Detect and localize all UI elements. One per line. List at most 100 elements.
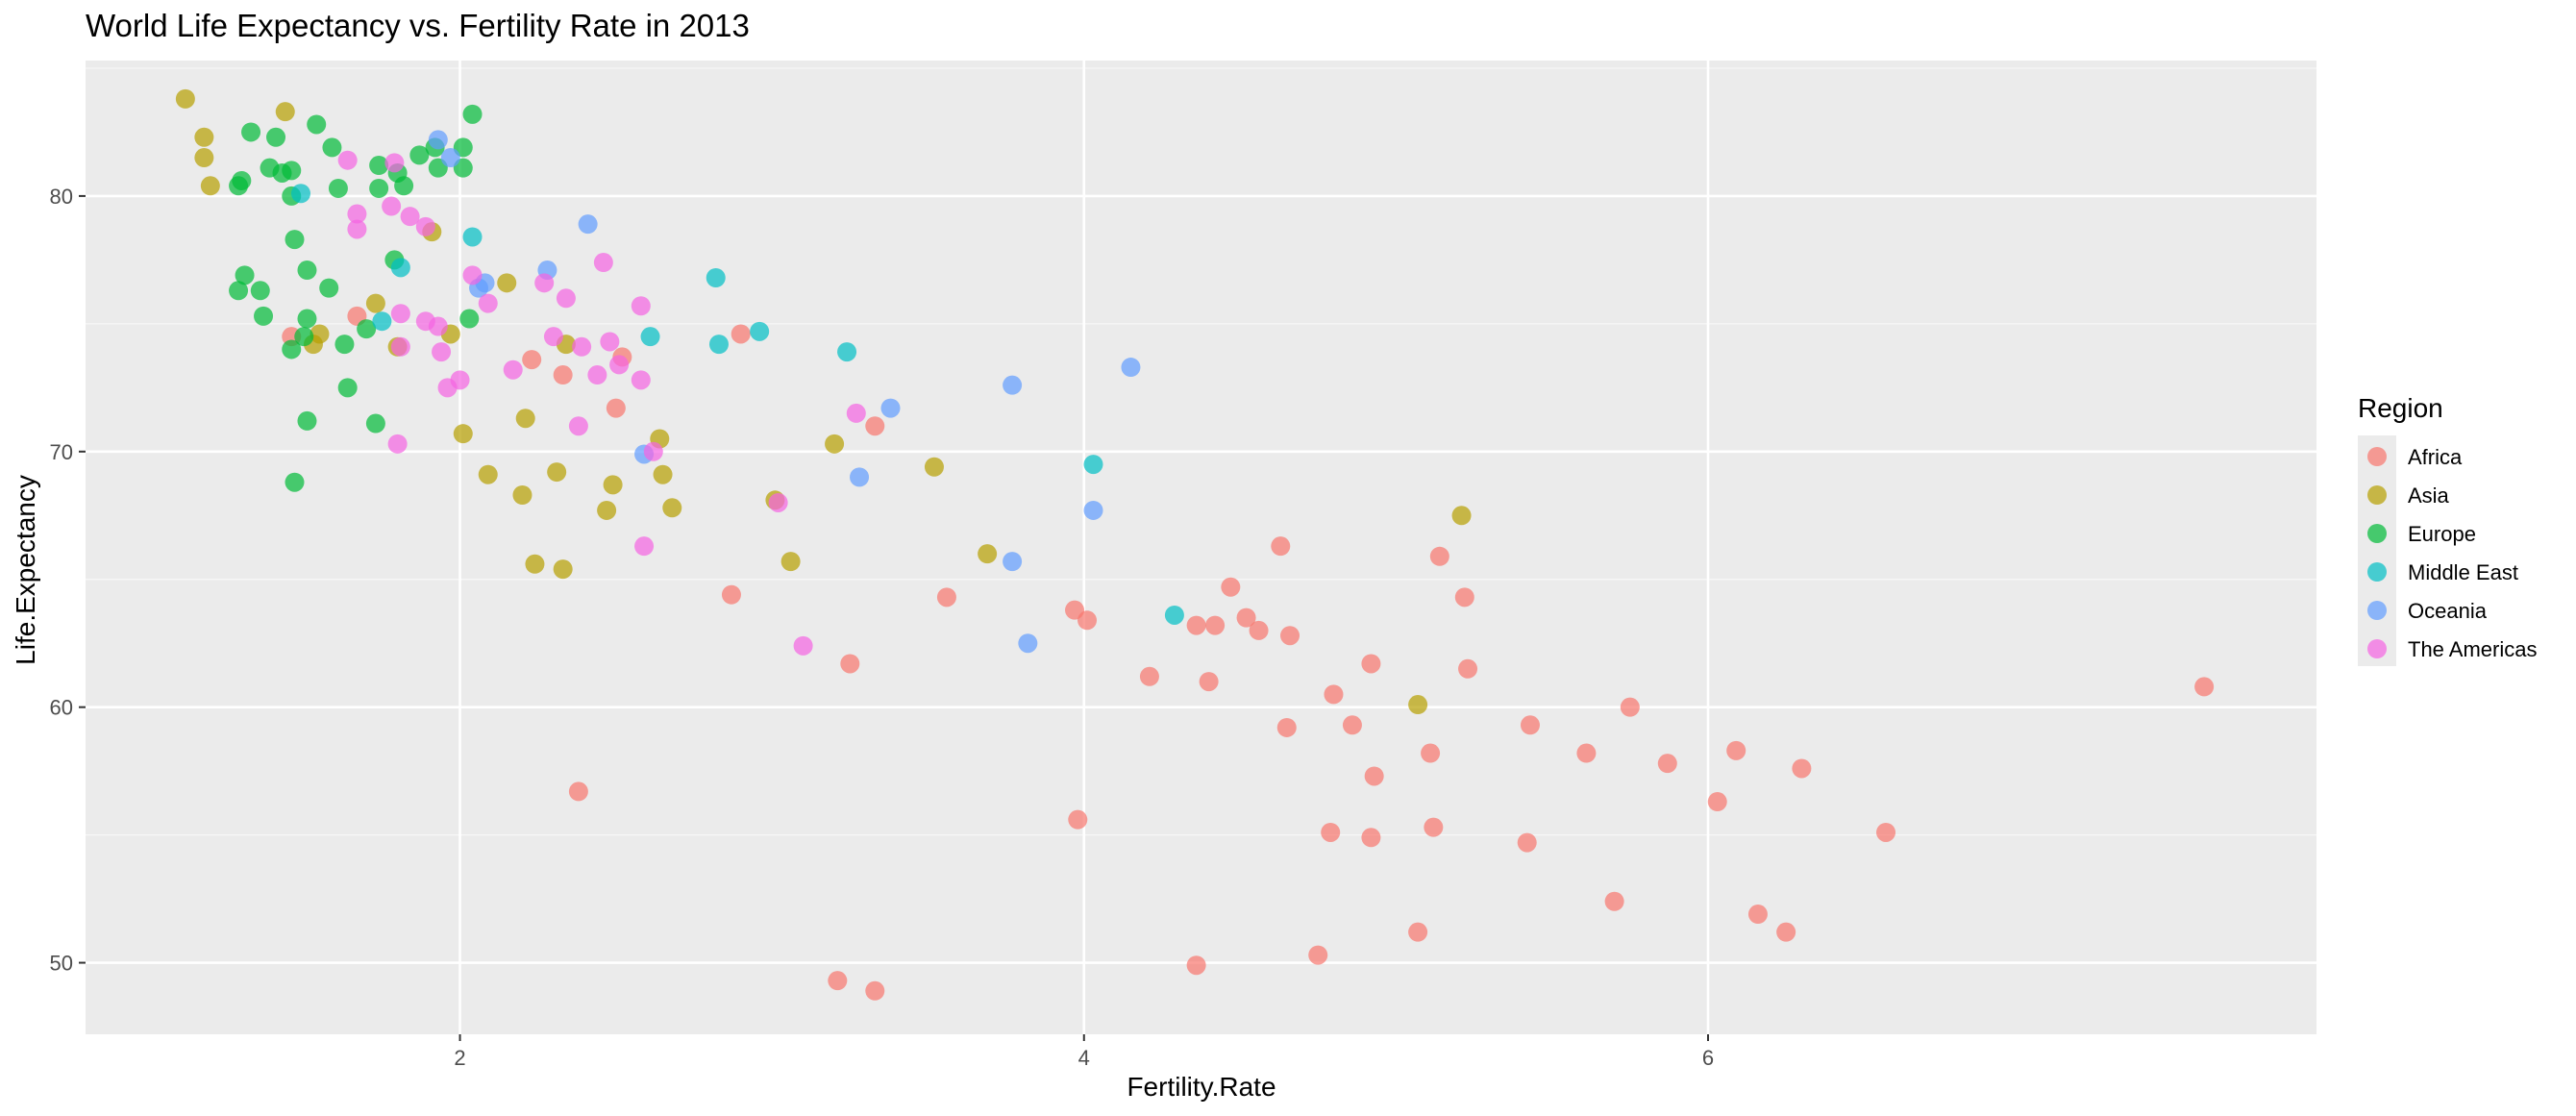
data-point-middle-east bbox=[640, 327, 660, 347]
data-point-europe bbox=[334, 335, 355, 355]
data-point-africa bbox=[1517, 832, 1537, 853]
data-point-asia bbox=[597, 500, 617, 520]
x-tick-label: 6 bbox=[1702, 1046, 1714, 1070]
x-tick-label: 2 bbox=[454, 1046, 465, 1070]
data-point-africa bbox=[1276, 717, 1297, 737]
data-point-oceania bbox=[578, 214, 598, 235]
legend-label-the-americas: The Americas bbox=[2408, 637, 2538, 661]
data-point-europe bbox=[307, 114, 327, 135]
data-point-africa bbox=[1342, 715, 1362, 735]
data-point-asia bbox=[653, 464, 673, 484]
data-point-the-americas bbox=[600, 332, 620, 352]
data-point-africa bbox=[1077, 610, 1098, 631]
data-point-the-americas bbox=[631, 296, 651, 316]
data-point-africa bbox=[1361, 654, 1381, 674]
data-point-africa bbox=[1236, 608, 1256, 628]
legend-label-africa: Africa bbox=[2408, 445, 2463, 469]
data-point-africa bbox=[1364, 766, 1384, 786]
x-axis-label: Fertility.Rate bbox=[1127, 1072, 1276, 1102]
data-point-asia bbox=[525, 554, 545, 574]
data-point-europe bbox=[297, 309, 317, 329]
data-point-the-americas bbox=[572, 336, 592, 357]
data-point-africa bbox=[1576, 743, 1597, 763]
data-point-africa bbox=[1361, 828, 1381, 848]
data-point-africa bbox=[1205, 615, 1226, 635]
data-point-the-americas bbox=[631, 370, 651, 390]
data-point-the-americas bbox=[568, 416, 588, 436]
data-point-africa bbox=[2194, 677, 2215, 697]
data-point-europe bbox=[297, 410, 317, 431]
data-point-middle-east bbox=[706, 267, 726, 287]
y-tick-label: 70 bbox=[50, 440, 73, 464]
data-point-africa bbox=[1520, 715, 1540, 735]
data-point-europe bbox=[322, 137, 342, 158]
data-point-the-americas bbox=[387, 434, 408, 454]
y-tick-label: 50 bbox=[50, 952, 73, 976]
data-point-africa bbox=[1776, 922, 1796, 942]
legend-key-oceania bbox=[2367, 601, 2387, 620]
data-point-europe bbox=[365, 413, 385, 434]
data-point-africa bbox=[936, 587, 956, 608]
data-point-the-americas bbox=[793, 635, 813, 656]
data-point-africa bbox=[1321, 822, 1341, 842]
legend-key-background bbox=[2358, 435, 2396, 666]
data-point-the-americas bbox=[478, 293, 498, 313]
data-point-africa bbox=[1454, 587, 1474, 608]
data-point-the-americas bbox=[382, 196, 402, 216]
y-axis-label: Life.Expectancy bbox=[11, 475, 40, 665]
data-point-europe bbox=[285, 230, 305, 250]
data-point-the-americas bbox=[437, 378, 458, 398]
legend-key-the-americas bbox=[2367, 639, 2387, 658]
legend-label-middle-east: Middle East bbox=[2408, 560, 2518, 584]
data-point-africa bbox=[553, 365, 573, 385]
data-point-europe bbox=[297, 260, 317, 281]
data-point-africa bbox=[1139, 666, 1159, 686]
data-point-africa bbox=[1657, 754, 1677, 774]
data-point-the-americas bbox=[503, 360, 523, 380]
data-point-europe bbox=[282, 161, 302, 181]
data-point-europe bbox=[254, 306, 274, 326]
data-point-africa bbox=[865, 980, 885, 1001]
data-point-africa bbox=[828, 971, 848, 991]
data-point-the-americas bbox=[556, 288, 576, 309]
data-point-the-americas bbox=[390, 304, 410, 324]
data-point-africa bbox=[1221, 577, 1241, 597]
data-point-the-americas bbox=[432, 342, 452, 362]
data-point-asia bbox=[553, 559, 573, 580]
chart-title: World Life Expectancy vs. Fertility Rate… bbox=[86, 8, 750, 43]
data-point-oceania bbox=[1121, 358, 1141, 378]
data-point-oceania bbox=[428, 130, 448, 150]
data-point-oceania bbox=[1003, 375, 1023, 395]
data-point-oceania bbox=[1018, 633, 1038, 654]
data-point-asia bbox=[175, 88, 195, 109]
data-point-europe bbox=[229, 176, 249, 196]
data-point-the-americas bbox=[587, 365, 607, 385]
data-point-europe bbox=[285, 472, 305, 492]
data-point-asia bbox=[603, 475, 623, 495]
data-point-europe bbox=[459, 309, 480, 329]
data-point-africa bbox=[606, 398, 626, 418]
data-point-the-americas bbox=[543, 327, 563, 347]
data-point-asia bbox=[200, 176, 220, 196]
data-point-asia bbox=[924, 457, 944, 477]
data-point-the-americas bbox=[347, 219, 367, 239]
legend-key-asia bbox=[2367, 485, 2387, 505]
data-point-africa bbox=[1408, 922, 1428, 942]
data-point-africa bbox=[1620, 697, 1640, 717]
data-point-europe bbox=[229, 281, 249, 301]
data-point-the-americas bbox=[390, 336, 410, 357]
data-point-africa bbox=[1747, 905, 1768, 925]
legend-label-asia: Asia bbox=[2408, 484, 2450, 508]
data-point-asia bbox=[780, 552, 801, 572]
data-point-the-americas bbox=[609, 355, 630, 375]
data-point-middle-east bbox=[708, 335, 729, 355]
data-point-asia bbox=[365, 293, 385, 313]
data-point-europe bbox=[357, 319, 377, 339]
data-point-europe bbox=[235, 265, 255, 285]
data-point-middle-east bbox=[462, 227, 483, 247]
data-point-oceania bbox=[850, 467, 870, 487]
legend-label-europe: Europe bbox=[2408, 522, 2476, 546]
data-point-africa bbox=[1249, 620, 1269, 640]
data-point-oceania bbox=[880, 398, 901, 418]
